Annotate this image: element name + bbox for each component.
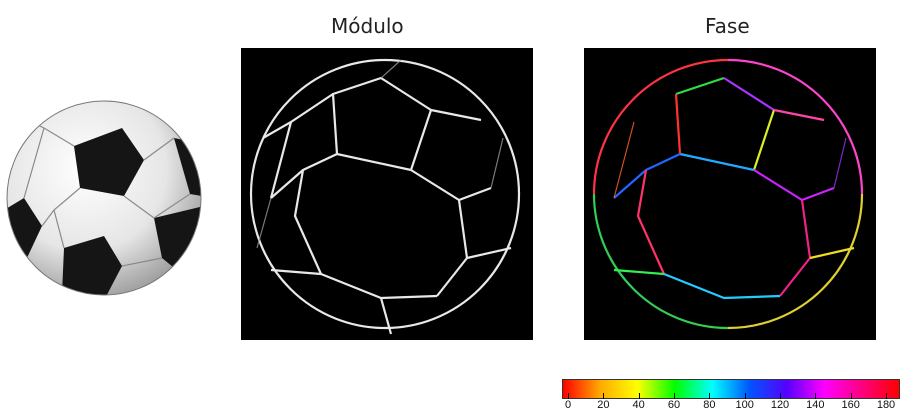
colorbar-tick-mark — [886, 393, 887, 399]
colorbar-tick-mark — [780, 393, 781, 399]
colorbar-tick-label: 80 — [703, 399, 716, 411]
colorbar-tick-mark — [603, 393, 605, 399]
colorbar-tick-mark — [744, 393, 746, 399]
colorbar-tick-label: 120 — [770, 399, 790, 411]
modulo-title: Módulo — [331, 14, 404, 38]
fase-image — [584, 48, 876, 340]
colorbar-tick-label: 60 — [667, 399, 681, 411]
colorbar-tick-label: 0 — [564, 399, 572, 411]
colorbar-tick-label: 140 — [806, 399, 825, 411]
colorbar-tick-mark — [674, 393, 675, 399]
colorbar-tick-mark — [638, 393, 640, 399]
colorbar-tick-mark — [815, 393, 817, 399]
colorbar-tick-mark — [709, 393, 711, 399]
modulo-image — [241, 48, 533, 340]
colorbar-tick-label: 160 — [841, 399, 860, 411]
colorbar-tick-label: 180 — [876, 399, 896, 411]
colorbar-tick-label: 40 — [632, 399, 645, 411]
soccer-ball-image — [4, 98, 204, 298]
colorbar-tick-mark — [850, 393, 852, 399]
colorbar-tick-label: 100 — [735, 399, 754, 411]
colorbar-tick-mark — [568, 393, 569, 399]
colorbar-gradient — [562, 379, 900, 399]
fase-title: Fase — [705, 14, 750, 38]
phase-colorbar: 0 20 40 60 80 100 120 140 160 180 — [562, 379, 900, 412]
colorbar-tick-label: 20 — [597, 399, 610, 411]
